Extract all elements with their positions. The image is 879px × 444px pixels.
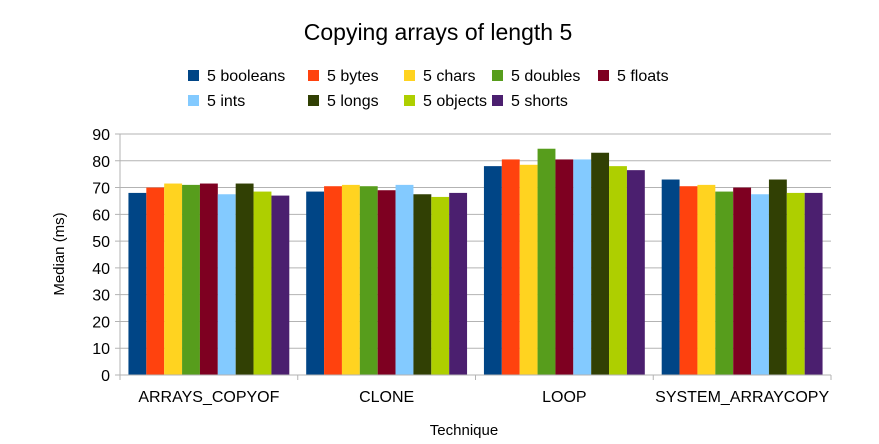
chart-title: Copying arrays of length 5 xyxy=(304,19,573,45)
bar xyxy=(449,192,468,375)
bar xyxy=(431,196,450,375)
axes xyxy=(119,134,832,380)
y-tick-label: 90 xyxy=(92,127,110,144)
legend-swatch xyxy=(404,70,415,81)
bar xyxy=(217,194,236,375)
bar xyxy=(359,186,378,375)
bar xyxy=(768,179,787,375)
bar xyxy=(341,184,360,375)
bar xyxy=(306,191,325,375)
bar xyxy=(164,183,183,375)
legend-label: 5 objects xyxy=(423,93,487,110)
x-tick-label: CLONE xyxy=(359,389,414,406)
y-tick-label: 50 xyxy=(92,234,110,251)
legend-label: 5 ints xyxy=(207,93,245,110)
legend-swatch xyxy=(598,70,609,81)
bar xyxy=(128,192,147,375)
legend: 5 booleans 5 bytes 5 chars 5 doubles 5 float… xyxy=(188,68,669,110)
legend-label: 5 longs xyxy=(327,93,379,110)
legend-swatch xyxy=(188,95,199,106)
y-tick-label: 40 xyxy=(92,261,110,278)
bar xyxy=(253,191,272,375)
y-tick-label: 60 xyxy=(92,207,110,224)
legend-swatch xyxy=(308,95,319,106)
x-tick-label: LOOP xyxy=(542,389,586,406)
legend-swatch xyxy=(492,70,503,81)
legend-swatch xyxy=(308,70,319,81)
bar xyxy=(555,159,574,375)
bar xyxy=(271,195,290,375)
legend-label: 5 shorts xyxy=(511,93,568,110)
legend-swatch xyxy=(188,70,199,81)
bar xyxy=(679,186,698,375)
bar xyxy=(733,187,752,375)
bar xyxy=(786,192,805,375)
bars xyxy=(128,148,823,375)
bar xyxy=(626,170,645,375)
y-tick-label: 70 xyxy=(92,181,110,198)
y-axis-label: Median (ms) xyxy=(51,212,68,295)
bar xyxy=(199,183,218,375)
legend-label: 5 floats xyxy=(617,68,669,85)
legend-label: 5 doubles xyxy=(511,68,580,85)
bar xyxy=(804,192,823,375)
bar xyxy=(324,186,342,375)
y-tick-label: 80 xyxy=(92,154,110,171)
bar xyxy=(519,164,538,375)
bar xyxy=(697,184,716,375)
bar xyxy=(751,194,769,375)
bar xyxy=(537,148,556,375)
bar xyxy=(661,179,680,375)
bar xyxy=(413,194,432,375)
bar xyxy=(501,159,520,375)
bar xyxy=(146,187,165,375)
bar xyxy=(377,190,396,375)
y-tick-label: 30 xyxy=(92,288,110,305)
bar xyxy=(395,184,414,375)
y-tick-label: 20 xyxy=(92,314,110,331)
x-tick-label: ARRAYS_COPYOF xyxy=(138,389,279,406)
bar xyxy=(609,166,627,375)
x-axis-label: Technique xyxy=(430,422,498,439)
bar xyxy=(591,152,610,375)
x-tick-labels: ARRAYS_COPYOF CLONE LOOP SYSTEM_ARRAYCOPY xyxy=(138,389,829,406)
bar xyxy=(715,191,734,375)
legend-label: 5 booleans xyxy=(207,68,285,85)
bar xyxy=(573,159,592,375)
bar xyxy=(182,184,200,375)
y-tick-label: 10 xyxy=(92,341,110,358)
bar xyxy=(235,183,254,375)
legend-swatch xyxy=(404,95,415,106)
y-tick-label: 0 xyxy=(101,368,110,385)
x-tick-label: SYSTEM_ARRAYCOPY xyxy=(655,389,829,406)
y-tick-labels: 0 10 20 30 40 50 60 70 80 90 xyxy=(92,127,110,385)
bar xyxy=(483,166,502,375)
legend-swatch xyxy=(492,95,503,106)
legend-label: 5 bytes xyxy=(327,68,379,85)
legend-label: 5 chars xyxy=(423,68,475,85)
